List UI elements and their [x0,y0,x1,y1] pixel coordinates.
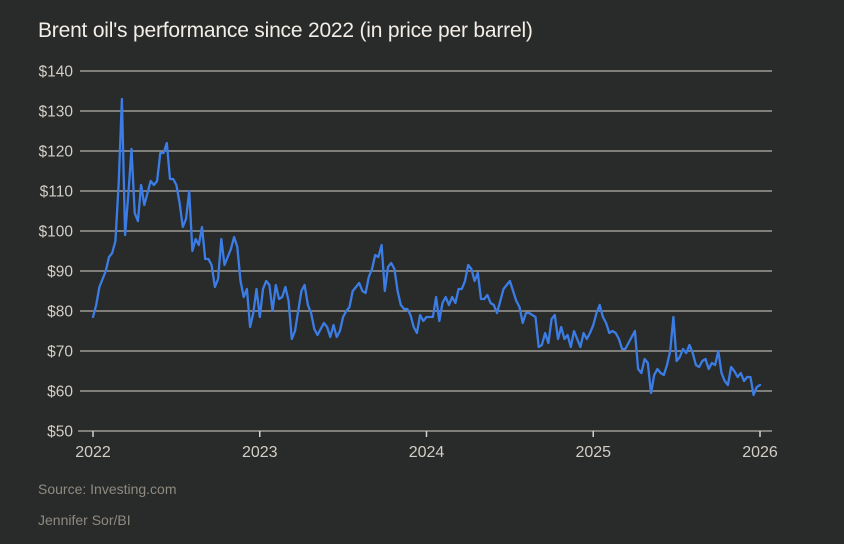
y-axis-tick-label: $110 [40,184,74,201]
chart-title: Brent oil's performance since 2022 (in p… [38,19,533,42]
y-axis-tick-label: $60 [47,384,73,401]
y-axis-tick-label: $100 [39,224,74,241]
x-axis-tick-label: 2023 [242,444,278,461]
x-axis-tick-label: 2026 [742,444,778,461]
x-axis-tick-label: 2025 [575,444,611,461]
y-axis-tick-label: $70 [47,344,73,361]
y-axis-tick-label: $90 [47,264,73,281]
author-byline: Jennifer Sor/BI [38,512,131,528]
y-axis-tick-label: $140 [39,64,74,81]
x-axis-tick-label: 2022 [75,444,111,461]
price-line [91,97,762,397]
x-axis-tick-label: 2024 [409,444,445,461]
y-axis-tick-label: $50 [47,424,73,441]
y-axis-tick-label: $80 [47,304,73,321]
y-axis-tick-label: $120 [39,144,74,161]
source-credit: Source: Investing.com [38,481,177,497]
y-axis-tick-label: $130 [39,104,74,121]
